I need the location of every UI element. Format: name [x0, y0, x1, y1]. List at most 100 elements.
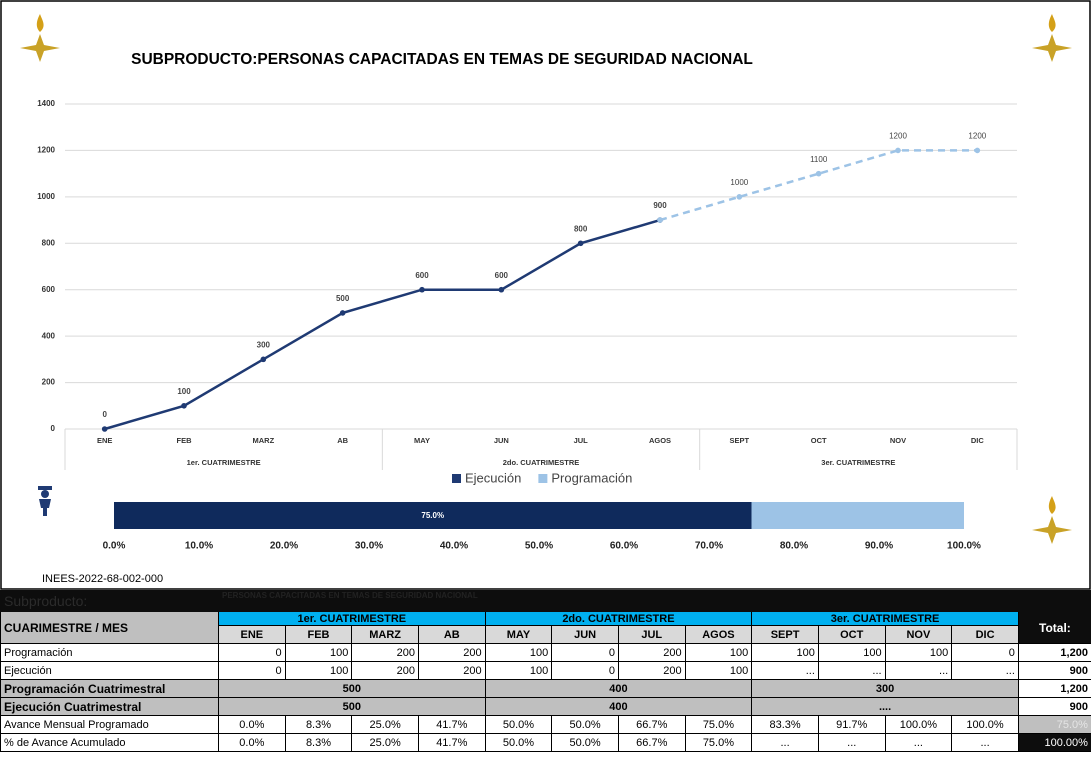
row-label: Programación	[0, 643, 219, 662]
cell: 66.7%	[617, 715, 686, 734]
data-label: 0	[102, 410, 107, 419]
y-tick-label: 200	[42, 378, 56, 387]
point	[419, 286, 425, 293]
y-tick-label: 600	[42, 285, 56, 294]
group-label: 2do. CUATRIMESTRE	[503, 458, 580, 467]
x-tick-label: 100.0%	[947, 541, 981, 552]
x-tick-label: 40.0%	[440, 541, 468, 552]
row-total: 1,200	[1017, 643, 1091, 662]
row-total: 100.00%	[1017, 733, 1091, 752]
cell: 8.3%	[284, 715, 353, 734]
row: Ejecución 0 100 200 200 100 0 200 100...........…	[0, 661, 1091, 680]
cell: 41.7%	[417, 715, 486, 734]
cell: 0.0%	[218, 715, 286, 734]
cell: 100	[484, 643, 553, 662]
x-tick-label: 90.0%	[865, 541, 893, 552]
month-header: JUL	[617, 625, 686, 644]
cell: ...	[751, 733, 819, 752]
group-label: 1er. CUATRIMESTRE	[187, 458, 261, 467]
cell: 500	[218, 697, 486, 716]
x-tick-label: OCT	[811, 436, 827, 445]
data-label: 100	[177, 387, 191, 396]
point	[498, 286, 505, 293]
row: Subproducto: PERSONAS CAPACITADAS EN TEMA…	[0, 590, 1091, 612]
x-tick-label: 10.0%	[185, 541, 213, 552]
data-label: 1000	[730, 178, 748, 187]
cell: ...	[751, 661, 819, 680]
series-line	[104, 218, 661, 431]
row: Programación Cuatrimestral 500 400 300 1,200	[0, 679, 1091, 698]
subproducto-label: Subproducto:	[0, 590, 219, 612]
cell: 0	[551, 643, 619, 662]
progress-bar	[114, 502, 752, 529]
month-header: ENE	[218, 625, 286, 644]
data-label: 800	[574, 224, 588, 233]
chart-title: SUBPRODUCTO:PERSONAS CAPACITADAS EN TEMA…	[131, 51, 753, 68]
row-total: 75.0%	[1017, 715, 1091, 734]
cell: 0	[218, 661, 286, 680]
code: INEES-2022-68-002-000	[42, 573, 163, 585]
cell: 25.0%	[351, 715, 419, 734]
point	[736, 194, 743, 200]
legend-swatch	[538, 474, 548, 483]
data-label: 600	[495, 271, 509, 280]
emblem	[20, 14, 60, 62]
cell: 100	[817, 643, 886, 662]
row: CUARIMESTRE / MES 1er. CUATRIMESTRE 2do. C…	[0, 611, 1091, 644]
person-icon	[38, 486, 52, 516]
x-tick-label: 60.0%	[610, 541, 638, 552]
point	[895, 147, 901, 154]
chart: SUBPRODUCTO:PERSONAS CAPACITADAS EN TEMA…	[0, 0, 1091, 590]
month-header: MAY	[484, 625, 553, 644]
cell: 91.7%	[817, 715, 886, 734]
cell: 50.0%	[551, 733, 619, 752]
y-tick-label: 0	[51, 424, 56, 433]
data-label: 75.0%	[421, 511, 444, 520]
cell: 50.0%	[484, 733, 553, 752]
cell: 100	[684, 661, 753, 680]
emblem	[1032, 496, 1072, 544]
cell: 400	[484, 679, 753, 698]
data-table: Subproducto: PERSONAS CAPACITADAS EN TEMA…	[0, 590, 1091, 752]
row: Programación 0 100 200 200 100 0 200 100 100 100 10…	[0, 643, 1091, 662]
cell: 500	[218, 679, 486, 698]
cell: 100	[284, 661, 353, 680]
cell: ...	[884, 733, 953, 752]
cell: 200	[351, 661, 419, 680]
cell: 83.3%	[751, 715, 819, 734]
x-tick-label: AGOS	[649, 436, 671, 445]
cell: 75.0%	[684, 733, 753, 752]
x-tick-label: 50.0%	[525, 541, 553, 552]
cell: 100	[284, 643, 353, 662]
row: Ejecución Cuatrimestral 500 400.... 900	[0, 697, 1091, 716]
cell: ...	[951, 733, 1019, 752]
month-header: MARZ	[351, 625, 419, 644]
row-total: 1,200	[1017, 679, 1091, 698]
data-label: 1200	[968, 132, 986, 141]
x-tick-label: AB	[337, 436, 348, 445]
month-header: SEPT	[751, 625, 819, 644]
cell: 100	[484, 661, 553, 680]
point	[101, 426, 108, 432]
x-tick-label: DIC	[971, 436, 985, 445]
y-tick-label: 1000	[37, 192, 55, 201]
x-tick-label: 70.0%	[695, 541, 723, 552]
y-tick-label: 400	[42, 331, 56, 340]
legend-label: Programación	[551, 470, 632, 485]
point	[657, 217, 663, 223]
cell: 50.0%	[484, 715, 553, 734]
cell: 200	[417, 661, 486, 680]
cell: ...	[817, 661, 886, 680]
group-header: 2do. CUATRIMESTRE	[484, 611, 753, 626]
x-tick-label: 20.0%	[270, 541, 298, 552]
row-total: 900	[1017, 661, 1091, 680]
cell: 41.7%	[417, 733, 486, 752]
y-tick-label: 1400	[37, 99, 55, 108]
data-label: 900	[653, 201, 667, 210]
x-tick-label: MARZ	[252, 436, 274, 445]
row: ENE FEB MARZ AB MAY JUN JUL AGOS SEPT OCT NOV DIC	[1, 625, 1091, 644]
data-label: 600	[415, 271, 429, 280]
x-tick-label: JUL	[574, 436, 589, 445]
cell: 100	[684, 643, 753, 662]
data-label: 1100	[810, 155, 828, 164]
